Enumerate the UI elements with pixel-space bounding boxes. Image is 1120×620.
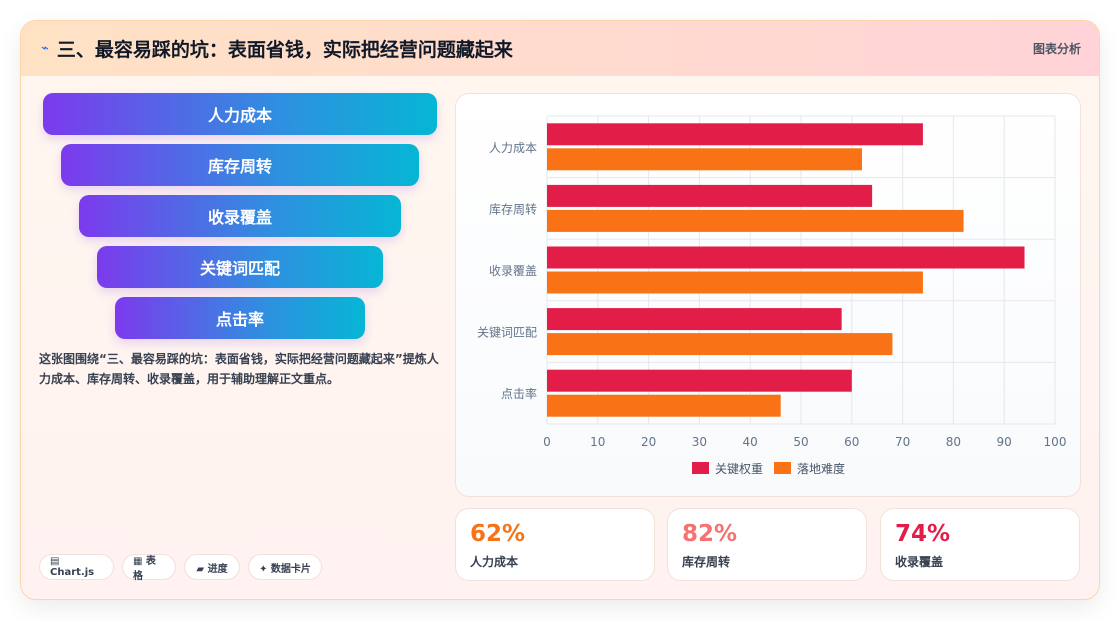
funnel-step-5: 点击率 [115, 297, 365, 339]
stat-value: 74% [895, 521, 951, 547]
section-header: ⌁ 三、最容易踩的坑：表面省钱，实际把经营问题藏起来 图表分析 [21, 21, 1099, 76]
bar-weight [547, 369, 852, 392]
x-tick-label: 30 [692, 435, 707, 449]
x-tick-label: 70 [895, 435, 910, 449]
section-title: 三、最容易踩的坑：表面省钱，实际把经营问题藏起来 [56, 39, 513, 61]
bolt-icon: ⌁ [41, 41, 49, 56]
stat-value: 82% [682, 521, 738, 547]
stat-card-3: 74% 收录覆盖 [880, 508, 1080, 581]
chip-table[interactable]: ▦ 表格 [122, 554, 176, 582]
bar-difficulty [547, 333, 893, 356]
x-tick-label: 100 [1044, 435, 1067, 449]
chart-description: 这张图围绕“三、最容易踩的坑：表面省钱，实际把经营问题藏起来”提炼人力成本、库存… [39, 352, 439, 386]
x-tick-label: 40 [743, 435, 758, 449]
chart-panel: 0 10 20 30 40 50 60 70 80 90 100 人力成本库存周转收录覆盖关键词匹配点… [455, 93, 1081, 497]
legend-label: 关键权重 [715, 462, 763, 476]
legend-swatch [692, 462, 709, 474]
chip-progress[interactable]: ▰ 进度 [184, 554, 240, 580]
x-tick-label: 60 [844, 435, 859, 449]
y-tick-label: 库存周转 [489, 201, 537, 216]
x-tick-label: 0 [543, 435, 551, 449]
bar-chart: 0 10 20 30 40 50 60 70 80 90 100 人力成本库存周转收录覆盖关键词匹配点… [477, 115, 1067, 476]
x-tick-label: 10 [590, 435, 605, 449]
funnel-step-2: 库存周转 [61, 144, 419, 186]
funnel-step-4: 关键词匹配 [97, 246, 383, 288]
x-tick-label: 80 [946, 435, 961, 449]
stat-label: 人力成本 [470, 555, 519, 569]
funnel-step-3: 收录覆盖 [79, 195, 401, 237]
stat-card-1: 62% 人力成本 [455, 508, 655, 581]
bar-difficulty [547, 394, 781, 417]
bar-weight [547, 184, 873, 207]
x-tick-label: 20 [641, 435, 656, 449]
x-tick-label: 50 [793, 435, 808, 449]
funnel-step-1: 人力成本 [43, 93, 437, 135]
stat-label: 库存周转 [682, 555, 731, 569]
stat-card-2: 82% 库存周转 [667, 508, 867, 581]
chip-data-card[interactable]: ✦ 数据卡片 [248, 554, 322, 580]
bar-weight [547, 308, 842, 331]
bar-weight [547, 123, 923, 146]
y-tick-label: 人力成本 [489, 141, 537, 155]
bar-difficulty [547, 209, 964, 232]
y-tick-label: 关键词匹配 [477, 326, 537, 340]
bar-difficulty [547, 148, 862, 171]
bar-difficulty [547, 271, 923, 294]
y-tick-label: 收录覆盖 [489, 264, 537, 278]
chip-chartjs[interactable]: ▤ Chart.js [39, 554, 114, 580]
legend-label: 落地难度 [797, 461, 845, 476]
stat-label: 收录覆盖 [895, 555, 944, 569]
x-tick-label: 90 [997, 435, 1012, 449]
legend-swatch [774, 462, 791, 474]
bar-weight [547, 246, 1025, 269]
y-tick-label: 点击率 [501, 386, 537, 401]
article-card: ⌁ 三、最容易踩的坑：表面省钱，实际把经营问题藏起来 图表分析 人力成本 库存周… [20, 20, 1100, 600]
stat-value: 62% [470, 521, 526, 547]
chart-analysis-tag: 图表分析 [1032, 42, 1081, 56]
